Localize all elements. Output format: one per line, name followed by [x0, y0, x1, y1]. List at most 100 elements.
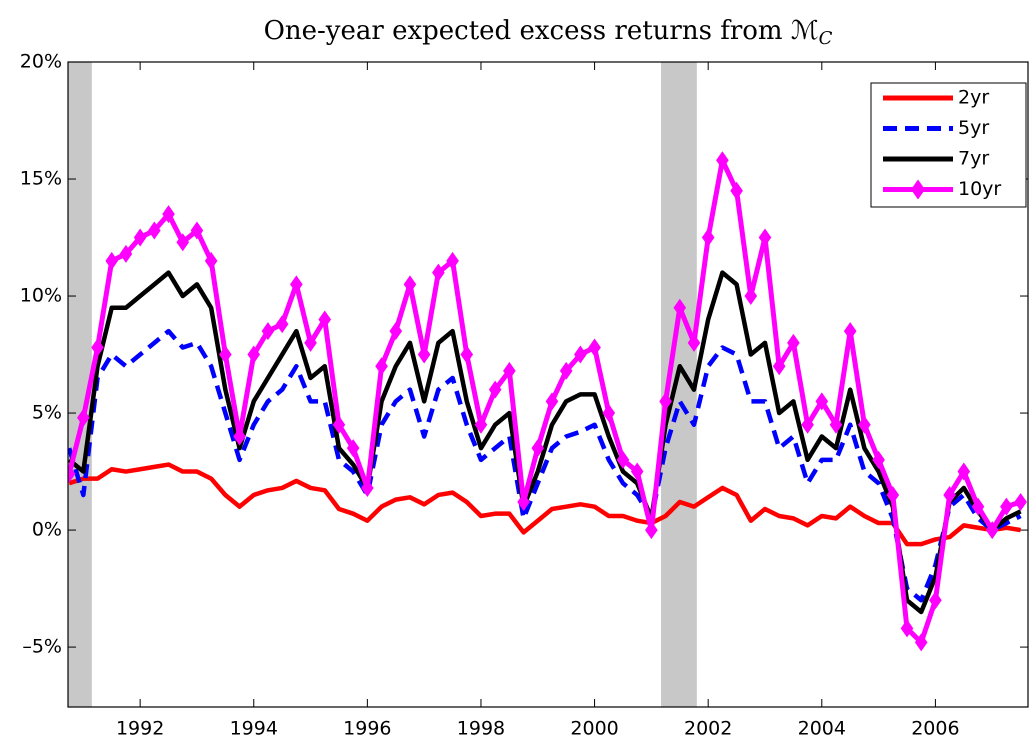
plot-frame — [67, 61, 1029, 708]
diamond-marker — [77, 408, 90, 427]
title-subscript: C — [819, 28, 833, 49]
diamond-marker — [148, 221, 161, 240]
diamond-marker — [900, 619, 914, 638]
diamond-marker — [460, 345, 474, 364]
diamond-marker — [375, 357, 388, 376]
diamond-marker — [503, 361, 516, 380]
y-tick-label: 20% — [20, 51, 62, 73]
y-tick-label: 0% — [32, 519, 62, 541]
x-tick-label: 2004 — [798, 718, 846, 740]
diamond-marker — [176, 233, 190, 252]
x-tick-label: 1992 — [116, 718, 164, 740]
diamond-marker — [985, 521, 999, 540]
diamond-marker — [1000, 497, 1013, 516]
x-tick-label: 1998 — [457, 718, 505, 740]
diamond-marker — [204, 251, 218, 270]
diamond-marker — [190, 221, 204, 240]
diamond-marker — [517, 492, 530, 511]
diamond-marker — [233, 427, 246, 446]
x-tick-label: 1994 — [230, 718, 278, 740]
diamond-marker — [772, 357, 786, 376]
diamond-marker — [744, 287, 758, 306]
diamond-marker — [815, 392, 829, 411]
diamond-marker — [119, 244, 133, 263]
recession-band — [68, 62, 92, 707]
diamond-marker — [474, 415, 488, 434]
diamond-marker — [318, 310, 332, 329]
diamond-marker — [929, 591, 942, 610]
diamond-marker — [219, 345, 232, 364]
diamond-marker — [361, 478, 374, 497]
diamond-marker — [630, 462, 644, 481]
diamond-marker — [858, 415, 871, 434]
legend: 2yr 5yr 7yr 10yr — [870, 82, 1027, 208]
plot-area — [68, 151, 1027, 652]
diamond-marker — [68, 464, 76, 483]
diamond-marker — [162, 205, 175, 224]
diamond-marker — [730, 181, 743, 200]
diamond-marker — [645, 521, 658, 540]
title-main: One-year expected excess returns from ℳ — [264, 16, 819, 46]
series-line — [68, 270, 1022, 615]
diamond-marker — [247, 345, 261, 364]
legend-box — [870, 82, 1027, 208]
diamond-marker — [914, 633, 928, 652]
diamond-marker — [105, 251, 119, 270]
diamond-marker — [574, 345, 587, 364]
x-tick-label: 2000 — [570, 718, 618, 740]
y-tick-label: 15% — [20, 168, 62, 190]
diamond-marker — [275, 315, 289, 334]
diamond-marker — [1014, 492, 1027, 511]
diamond-marker — [432, 263, 445, 282]
diamond-marker — [545, 392, 559, 411]
legend-marker — [911, 179, 925, 200]
legend-label: 2yr — [958, 87, 989, 109]
series-line — [68, 462, 1021, 547]
diamond-marker — [801, 415, 814, 434]
diamond-marker — [389, 322, 403, 341]
diamond-marker — [304, 333, 317, 352]
diamond-marker — [716, 151, 729, 170]
x-tick-label: 2002 — [684, 718, 732, 740]
diamond-marker — [290, 275, 303, 294]
diamond-marker — [687, 333, 701, 352]
chart-title: One-year expected excess returns from ℳC — [264, 16, 833, 49]
x-tick-label: 1996 — [343, 718, 391, 740]
legend-label: 7yr — [958, 148, 989, 170]
diamond-marker — [446, 251, 459, 270]
diamond-marker — [829, 415, 843, 434]
diamond-marker — [488, 380, 502, 399]
diamond-marker — [417, 345, 431, 364]
diamond-marker — [616, 450, 630, 469]
diamond-marker — [886, 485, 900, 504]
diamond-marker — [659, 392, 672, 411]
diamond-marker — [261, 322, 275, 341]
diamond-marker — [957, 462, 971, 481]
diamond-marker — [403, 275, 417, 294]
series-line — [68, 328, 1022, 603]
diamond-marker — [346, 439, 360, 458]
diamond-marker — [843, 322, 857, 341]
diamond-marker — [602, 404, 616, 423]
diamond-marker — [701, 228, 715, 247]
diamond-marker — [787, 333, 800, 352]
diamond-marker — [943, 485, 956, 504]
diamond-marker — [531, 439, 545, 458]
diamond-marker — [971, 497, 985, 516]
legend-label: 10yr — [958, 178, 1001, 200]
diamond-marker — [559, 361, 573, 380]
y-tick-label: –5% — [22, 636, 62, 658]
x-tick-label: 2006 — [911, 718, 959, 740]
y-tick-label: 5% — [32, 402, 62, 424]
diamond-marker — [588, 338, 601, 357]
diamond-marker — [872, 450, 885, 469]
diamond-marker — [133, 228, 147, 247]
diamond-marker — [758, 228, 772, 247]
y-tick-label: 10% — [20, 285, 62, 307]
series-line — [68, 157, 1022, 645]
diamond-marker — [332, 415, 346, 434]
diamond-marker — [673, 298, 687, 317]
legend-label: 5yr — [958, 117, 989, 139]
